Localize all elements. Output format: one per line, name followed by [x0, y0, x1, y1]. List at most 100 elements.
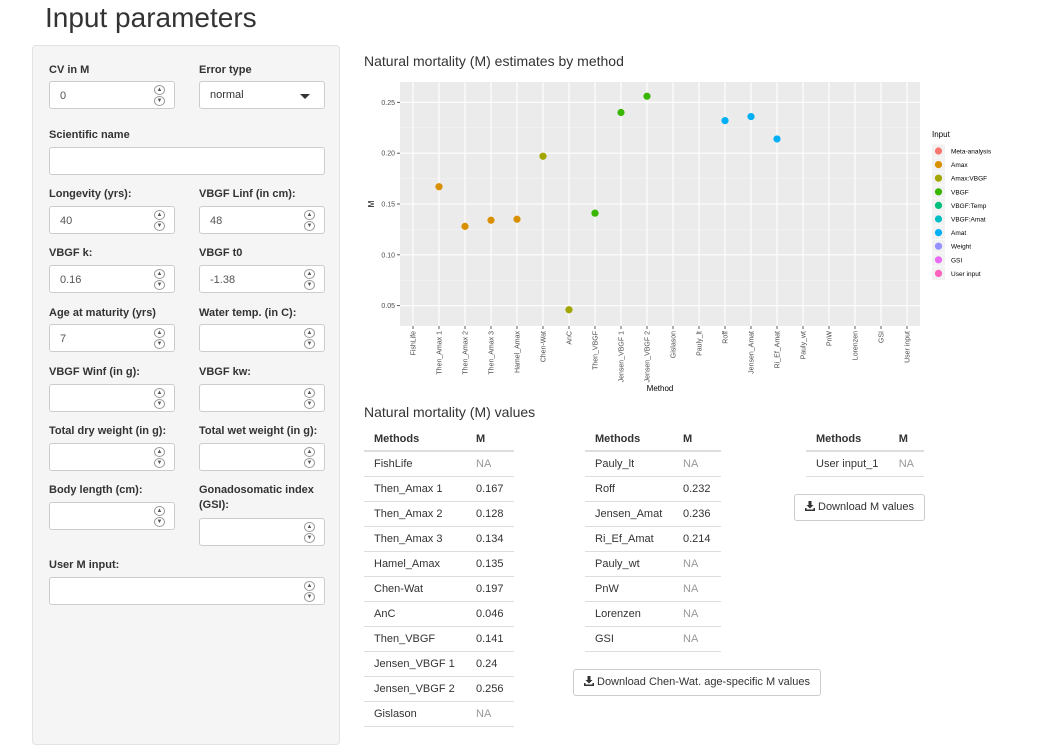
spin-down-icon[interactable]: ▼	[304, 458, 315, 468]
m-header: M	[888, 428, 924, 452]
longevity-spinner[interactable]: ▲ ▼	[154, 210, 165, 232]
spin-up-icon[interactable]: ▲	[154, 388, 165, 398]
gsi-input-box[interactable]: ▲ ▼	[199, 518, 325, 546]
table-row: Jensen_Amat 0.236	[585, 501, 721, 527]
legend-label: Amax	[951, 162, 968, 169]
wet-weight-input-box[interactable]: ▲ ▼	[199, 443, 325, 471]
scientific-name-label: Scientific name	[49, 129, 130, 141]
dry-weight-input[interactable]	[60, 450, 145, 465]
spin-up-icon[interactable]: ▲	[154, 328, 165, 338]
spin-down-icon[interactable]: ▼	[154, 517, 165, 527]
spin-down-icon[interactable]: ▼	[154, 339, 165, 349]
legend-title: Input	[932, 130, 951, 139]
spin-down-icon[interactable]: ▼	[154, 96, 165, 106]
values-section-title: Natural mortality (M) values	[364, 404, 536, 420]
spin-up-icon[interactable]: ▲	[154, 85, 165, 95]
m-value-cell: 0.232	[673, 476, 721, 502]
body-length-spinner[interactable]: ▲ ▼	[154, 506, 165, 528]
wet-weight-label: Total wet weight (in g):	[199, 425, 318, 437]
spin-up-icon[interactable]: ▲	[304, 522, 315, 532]
method-cell: Pauly_lt	[585, 451, 673, 477]
body-length-input[interactable]	[60, 509, 145, 524]
legend-label: Amat	[951, 230, 966, 237]
scientific-name-input[interactable]	[60, 154, 310, 169]
spin-down-icon[interactable]: ▼	[304, 221, 315, 231]
vbgf-t0-spinner[interactable]: ▲ ▼	[304, 269, 315, 291]
vbgf-kw-input[interactable]	[210, 391, 295, 406]
vbgf-kw-input-box[interactable]: ▲ ▼	[199, 384, 325, 412]
scientific-name-input-box[interactable]	[49, 147, 325, 175]
water-temp-input[interactable]	[210, 331, 295, 346]
data-point	[773, 135, 781, 143]
dry-weight-input-box[interactable]: ▲ ▼	[49, 443, 175, 471]
x-tick-label: GSI	[879, 331, 886, 343]
water-temp-spinner[interactable]: ▲ ▼	[304, 328, 315, 350]
m-value-cell: 0.128	[466, 501, 514, 527]
m-value-cell: NA	[888, 451, 924, 477]
wet-weight-spinner[interactable]: ▲ ▼	[304, 447, 315, 469]
spin-down-icon[interactable]: ▼	[304, 399, 315, 409]
spin-up-icon[interactable]: ▲	[304, 210, 315, 220]
data-point	[747, 112, 755, 121]
spin-up-icon[interactable]: ▲	[154, 447, 165, 457]
vbgf-winf-input-box[interactable]: ▲ ▼	[49, 384, 175, 412]
age-maturity-spinner[interactable]: ▲ ▼	[154, 328, 165, 350]
spin-down-icon[interactable]: ▼	[154, 458, 165, 468]
x-tick-label: PnW	[827, 331, 834, 347]
vbgf-k-input[interactable]	[60, 272, 145, 287]
spin-up-icon[interactable]: ▲	[304, 328, 315, 338]
vbgf-winf-input[interactable]	[60, 391, 145, 406]
spin-down-icon[interactable]: ▼	[304, 339, 315, 349]
age-maturity-input[interactable]	[60, 331, 145, 346]
download-chenwat-button[interactable]: Download Chen-Wat. age-specific M values	[573, 669, 821, 696]
table-row: Then_Amax 2 0.128	[364, 501, 514, 527]
vbgf-t0-input-box[interactable]: ▲▼	[199, 265, 325, 293]
cv-m-spinner[interactable]: ▲ ▼	[154, 85, 165, 107]
body-length-input-box[interactable]: ▲ ▼	[49, 502, 175, 530]
spin-down-icon[interactable]: ▼	[154, 399, 165, 409]
vbgf-t0-input[interactable]	[210, 272, 295, 287]
spin-up-icon[interactable]: ▲	[154, 210, 165, 220]
vbgf-linf-spinner[interactable]: ▲ ▼	[304, 210, 315, 232]
longevity-input[interactable]	[60, 213, 145, 228]
vbgf-kw-spinner[interactable]: ▲ ▼	[304, 388, 315, 410]
spin-up-icon[interactable]: ▲	[304, 388, 315, 398]
spin-down-icon[interactable]: ▼	[304, 592, 315, 602]
user-m-input-box[interactable]: ▲ ▼	[49, 577, 325, 605]
spin-down-icon[interactable]: ▼	[304, 533, 315, 543]
m-value-cell: 0.134	[466, 526, 514, 552]
user-m-input[interactable]	[60, 584, 300, 599]
cv-m-input[interactable]	[60, 88, 145, 103]
gsi-input[interactable]	[210, 525, 295, 540]
vbgf-linf-input[interactable]	[210, 213, 295, 228]
wet-weight-input[interactable]	[210, 450, 295, 465]
table-row: Hamel_Amax 0.135	[364, 551, 514, 577]
vbgf-k-label: VBGF k:	[49, 247, 93, 259]
cv-m-label: CV in M	[49, 64, 90, 76]
table-row: Pauly_lt NA	[585, 451, 721, 477]
longevity-input-box[interactable]: ▲▼	[49, 206, 175, 234]
user-m-spinner[interactable]: ▲ ▼	[304, 581, 315, 603]
spin-up-icon[interactable]: ▲	[304, 447, 315, 457]
method-cell: FishLife	[364, 451, 466, 477]
spin-down-icon[interactable]: ▼	[154, 221, 165, 231]
download-m-values-button[interactable]: Download M values	[794, 494, 925, 521]
gsi-spinner[interactable]: ▲ ▼	[304, 522, 315, 544]
dry-weight-spinner[interactable]: ▲ ▼	[154, 447, 165, 469]
spin-up-icon[interactable]: ▲	[154, 269, 165, 279]
spin-down-icon[interactable]: ▼	[304, 280, 315, 290]
spin-up-icon[interactable]: ▲	[304, 581, 315, 591]
spin-up-icon[interactable]: ▲	[154, 506, 165, 516]
age-maturity-input-box[interactable]: ▲▼	[49, 324, 175, 352]
m-value-cell: NA	[673, 451, 721, 477]
cv-m-input-box[interactable]: ▲▼	[49, 81, 175, 109]
spin-up-icon[interactable]: ▲	[304, 269, 315, 279]
vbgf-k-spinner[interactable]: ▲ ▼	[154, 269, 165, 291]
vbgf-winf-spinner[interactable]: ▲ ▼	[154, 388, 165, 410]
m-value-cell: 0.135	[466, 551, 514, 577]
error-type-select[interactable]: normal	[199, 81, 325, 109]
vbgf-linf-input-box[interactable]: ▲▼	[199, 206, 325, 234]
vbgf-k-input-box[interactable]: ▲▼	[49, 265, 175, 293]
spin-down-icon[interactable]: ▼	[154, 280, 165, 290]
water-temp-input-box[interactable]: ▲ ▼	[199, 324, 325, 352]
